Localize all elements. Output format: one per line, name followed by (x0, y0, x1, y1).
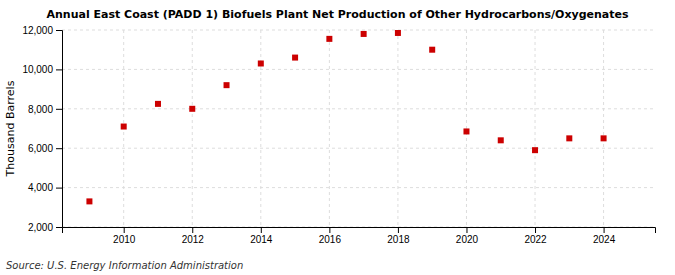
tick: 2022 (524, 227, 547, 245)
point (566, 135, 572, 141)
grid-line (62, 108, 655, 109)
tick-label: 10,000 (22, 64, 53, 75)
grid-line (192, 30, 193, 227)
tick-label: 12,000 (22, 25, 53, 36)
tick-label: 4,000 (28, 182, 53, 193)
point (326, 36, 332, 42)
tick-label: 2014 (250, 234, 273, 245)
tick: 2012 (182, 227, 205, 245)
tick-mark (56, 30, 62, 31)
point (86, 198, 92, 204)
point (224, 82, 230, 88)
axis-line (63, 228, 656, 234)
point (258, 60, 264, 66)
plot: 2010 2012 2014 2016 2018 2020 2022 2024 2,000 4,0… (22, 25, 655, 245)
point (361, 31, 367, 37)
point (463, 128, 469, 134)
tick-mark (56, 188, 62, 189)
tick: 2020 (456, 227, 479, 245)
tick: 2014 (250, 227, 273, 245)
grid-line (62, 148, 655, 149)
point (189, 106, 195, 112)
point (601, 135, 607, 141)
grid-line (603, 30, 604, 227)
grid-line (397, 30, 398, 227)
grid (62, 30, 655, 227)
point (121, 124, 127, 130)
tick-mark (124, 227, 125, 233)
point (498, 137, 504, 143)
tick-label: 2016 (319, 234, 342, 245)
tick-mark (56, 148, 62, 149)
tick-mark (604, 227, 605, 233)
chart: 2010 2012 2014 2016 2018 2020 2022 2024 2,000 4,0… (0, 0, 675, 275)
grid-line (329, 30, 330, 227)
tick: 2,000 (28, 222, 62, 233)
tick-mark (261, 227, 262, 233)
tick: 2016 (319, 227, 342, 245)
tick-label: 8,000 (28, 104, 53, 115)
tick-mark (56, 227, 62, 228)
tick: 2018 (387, 227, 410, 245)
x-axis: 2010 2012 2014 2016 2018 2020 2022 2024 (63, 227, 656, 245)
tick: 12,000 (22, 25, 62, 36)
grid-line (535, 30, 536, 227)
tick: 8,000 (28, 104, 62, 115)
tick: 6,000 (28, 143, 62, 154)
y-axis-title: Thousand Barrels (4, 80, 17, 177)
axis-line (56, 31, 63, 228)
tick-label: 6,000 (28, 143, 53, 154)
source: Source: U.S. Energy Information Administ… (6, 260, 243, 271)
point (395, 30, 401, 36)
tick-label: 2010 (113, 234, 136, 245)
title: Annual East Coast (PADD 1) Biofuels Plan… (46, 8, 629, 21)
grid-line (260, 30, 261, 227)
tick-mark (329, 227, 330, 233)
tick-label: 2,000 (28, 222, 53, 233)
point (429, 47, 435, 53)
points (86, 30, 606, 204)
grid-line (62, 30, 655, 31)
tick-mark (56, 109, 62, 110)
tick: 10,000 (22, 64, 62, 75)
point (532, 147, 538, 153)
tick-mark (466, 227, 467, 233)
tick-mark (192, 227, 193, 233)
tick: 2010 (113, 227, 136, 245)
point (292, 55, 298, 61)
tick-label: 2020 (456, 234, 479, 245)
tick-label: 2024 (593, 234, 616, 245)
y-axis: 2,000 4,000 6,000 8,000 10,000 12,000 (22, 25, 62, 233)
grid-line (62, 187, 655, 188)
point (155, 101, 161, 107)
tick: 4,000 (28, 182, 62, 193)
grid-line (62, 69, 655, 70)
tick-label: 2022 (524, 234, 547, 245)
tick-mark (398, 227, 399, 233)
tick-label: 2018 (387, 234, 410, 245)
tick-mark (535, 227, 536, 233)
tick-mark (56, 69, 62, 70)
tick: 2024 (593, 227, 616, 245)
tick-label: 2012 (182, 234, 205, 245)
